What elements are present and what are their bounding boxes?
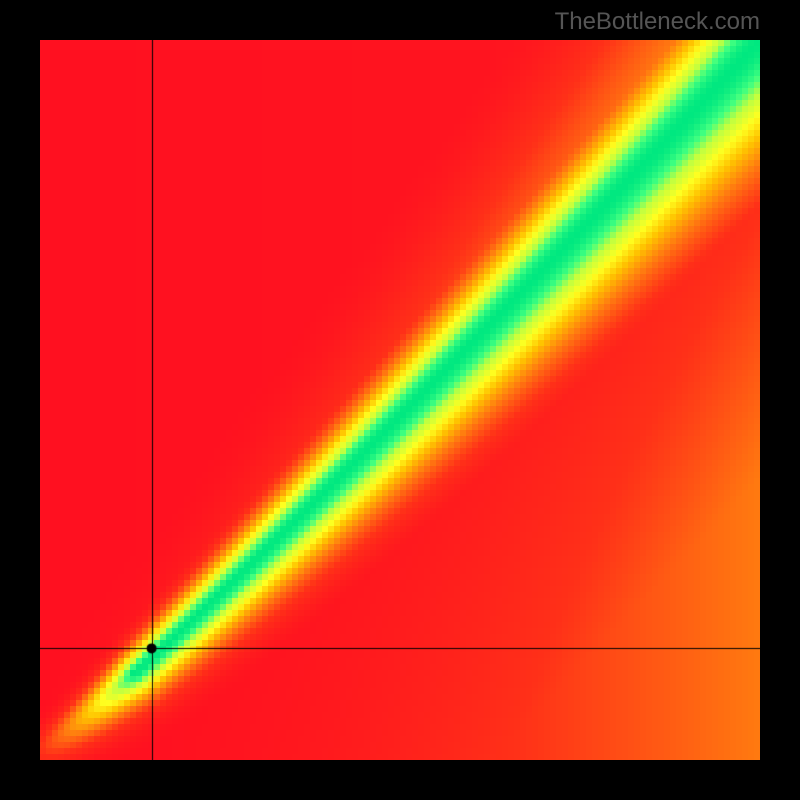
chart-container: TheBottleneck.com bbox=[0, 0, 800, 800]
watermark-text: TheBottleneck.com bbox=[555, 8, 760, 36]
crosshair-overlay bbox=[40, 40, 760, 760]
